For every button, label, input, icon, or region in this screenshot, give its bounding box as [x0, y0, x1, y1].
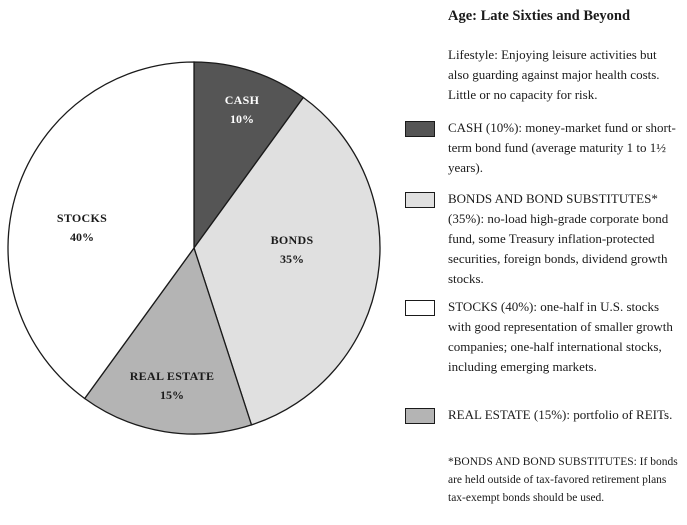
slice-label-real-estate: REAL ESTATE	[130, 369, 215, 383]
pie-slice-cash	[193, 61, 305, 251]
slice-label-bonds: BONDS	[271, 233, 314, 247]
legend-text-bonds: BONDS AND BOND SUBSTITUTES* (35%): no-lo…	[448, 191, 669, 286]
legend-swatch-stocks	[405, 300, 435, 316]
chart-title: Age: Late Sixties and Beyond	[448, 8, 631, 24]
legend-swatch-cash	[405, 121, 435, 137]
pie-slice-stocks	[7, 61, 195, 400]
legend-text-stocks: STOCKS (40%): one-half in U.S. stocks wi…	[448, 299, 673, 374]
pie-slice-bonds	[193, 96, 381, 426]
legend-swatch-bonds	[405, 192, 435, 208]
slice-percent-cash: 10%	[230, 112, 254, 126]
legend-text-cash: CASH (10%): money-market fund or short-t…	[448, 120, 676, 175]
footnote: *BONDS AND BOND SUBSTITUTES: If bonds ar…	[448, 456, 678, 504]
legend-swatch-real-estate	[405, 408, 435, 424]
legend-text-real-estate: REAL ESTATE (15%): portfolio of REITs.	[448, 407, 673, 422]
pie-chart: CASH 10% BONDS 35% REAL ESTATE 15% STOCKS 40%	[7, 61, 381, 435]
slice-percent-bonds: 35%	[280, 252, 304, 266]
slice-percent-real-estate: 15%	[160, 388, 184, 402]
lifestyle-description: Lifestyle: Enjoying leisure activities b…	[448, 47, 660, 102]
pie-slice-real-estate	[83, 246, 253, 435]
slice-label-cash: CASH	[225, 93, 260, 107]
slice-percent-stocks: 40%	[70, 230, 94, 244]
slice-label-stocks: STOCKS	[57, 211, 107, 225]
